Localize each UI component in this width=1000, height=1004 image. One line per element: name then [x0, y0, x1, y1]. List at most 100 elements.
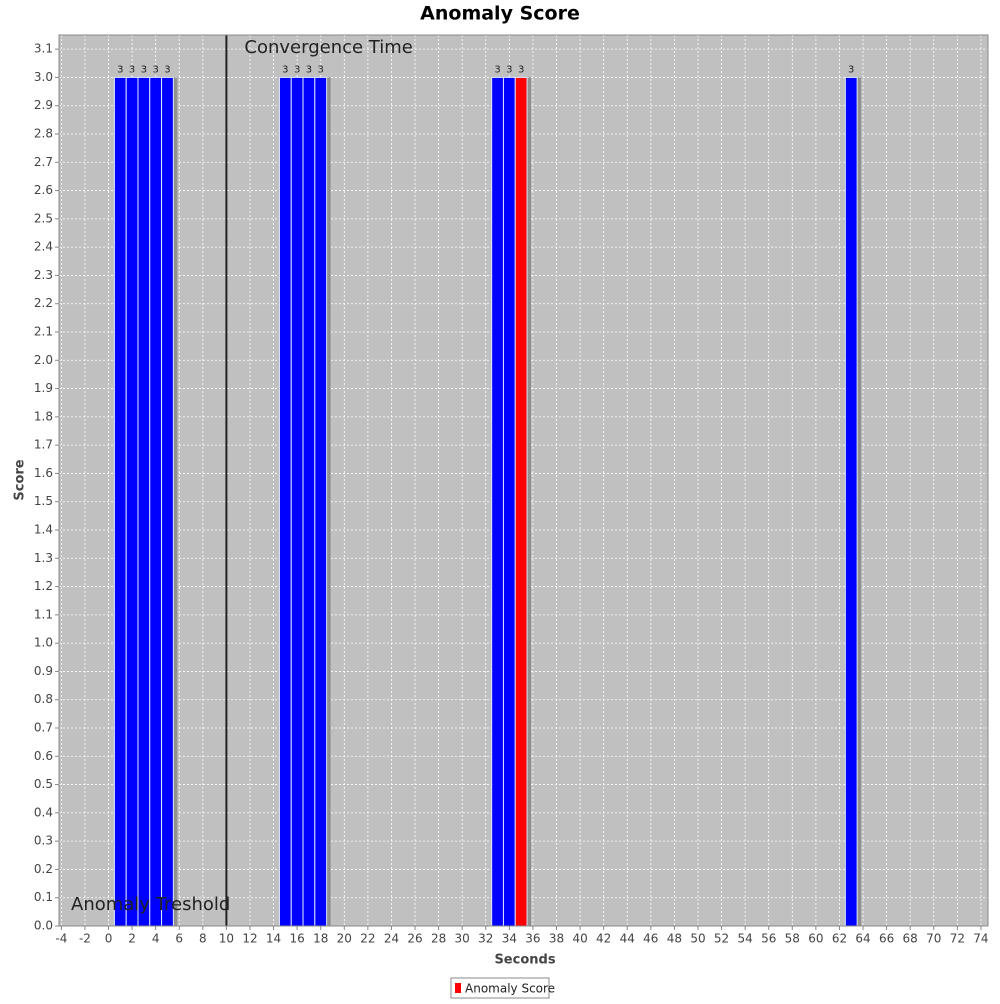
x-tick-label: 72 — [950, 932, 965, 946]
value-label: 3 — [318, 64, 324, 75]
y-tick-label: 2.5 — [34, 211, 53, 225]
y-tick-label: 2.4 — [34, 240, 53, 254]
x-tick-label: -2 — [79, 932, 91, 946]
x-tick-label: 48 — [667, 932, 682, 946]
marker-label: Convergence Time — [244, 37, 412, 58]
y-tick-label: 3.0 — [34, 70, 53, 84]
value-label: 3 — [164, 64, 170, 75]
bar — [502, 76, 516, 927]
x-tick-label: 24 — [384, 932, 399, 946]
x-axis-label: Seconds — [494, 953, 555, 968]
y-tick-label: 1.6 — [34, 466, 53, 480]
y-tick-label: 0.4 — [34, 805, 53, 819]
x-tick-label: 2 — [128, 932, 136, 946]
value-label: 3 — [306, 64, 312, 75]
bar — [278, 76, 292, 927]
y-tick-label: 0.6 — [34, 749, 53, 763]
y-tick-label: 1.4 — [34, 523, 53, 537]
value-label: 3 — [141, 64, 147, 75]
x-tick-label: 46 — [643, 932, 658, 946]
bar — [161, 76, 174, 927]
y-tick-label: 2.3 — [34, 268, 53, 282]
bar — [491, 76, 504, 927]
x-tick-label: 62 — [832, 932, 847, 946]
x-tick-label: -4 — [55, 932, 67, 946]
bar — [113, 76, 127, 927]
y-tick-label: 0.5 — [34, 777, 53, 791]
value-label: 3 — [117, 64, 123, 75]
x-tick-label: 34 — [502, 932, 517, 946]
y-tick-label: 1.8 — [34, 409, 53, 423]
value-label: 3 — [282, 64, 288, 75]
legend-swatch — [455, 983, 461, 993]
plot-border — [58, 34, 989, 927]
value-label: 3 — [294, 64, 300, 75]
x-tick-label: 12 — [242, 932, 257, 946]
value-label: 3 — [129, 64, 135, 75]
x-tick-label: 36 — [525, 932, 540, 946]
x-tick-label: 26 — [407, 932, 422, 946]
y-tick-label: 0.9 — [34, 664, 53, 678]
bar — [290, 76, 304, 927]
y-tick-label: 1.7 — [34, 438, 53, 452]
x-tick-label: 10 — [219, 932, 234, 946]
y-tick-label: 1.2 — [34, 579, 53, 593]
y-tick-label: 2.0 — [34, 353, 53, 367]
y-tick-label: 1.1 — [34, 607, 53, 621]
y-tick-label: 2.6 — [34, 183, 53, 197]
x-tick-label: 50 — [690, 932, 705, 946]
x-tick-label: 22 — [360, 932, 375, 946]
x-tick-label: 54 — [737, 932, 752, 946]
x-tick-label: 74 — [973, 932, 988, 946]
x-tick-label: 40 — [572, 932, 587, 946]
value-label: 3 — [152, 64, 158, 75]
y-tick-label: 1.5 — [34, 494, 53, 508]
x-tick-label: 58 — [785, 932, 800, 946]
x-tick-label: 70 — [926, 932, 941, 946]
x-tick-label: 6 — [175, 932, 183, 946]
marker-label: Anomaly Treshold — [71, 894, 230, 915]
y-tick-label: 0.1 — [34, 890, 53, 904]
x-tick-label: 68 — [903, 932, 918, 946]
value-label: 3 — [518, 64, 524, 75]
legend: Anomaly Score — [450, 977, 555, 999]
y-axis-label: Score — [13, 459, 28, 500]
legend-label: Anomaly Score — [465, 982, 555, 996]
y-tick-label: 0.8 — [34, 692, 53, 706]
y-tick-label: 0.0 — [34, 919, 53, 933]
value-label: 3 — [848, 64, 854, 75]
x-tick-label: 30 — [455, 932, 470, 946]
y-tick-label: 2.1 — [34, 325, 53, 339]
x-tick-label: 4 — [152, 932, 160, 946]
x-tick-label: 32 — [478, 932, 493, 946]
bar — [314, 76, 328, 927]
y-tick-label: 0.7 — [34, 721, 53, 735]
y-tick-label: 1.9 — [34, 381, 53, 395]
y-tick-label: 3.1 — [34, 42, 53, 56]
x-tick-label: 66 — [879, 932, 894, 946]
legend-box — [450, 977, 550, 999]
bar — [302, 76, 316, 927]
bar — [137, 76, 151, 927]
bar — [149, 76, 163, 927]
chart-title: Anomaly Score — [420, 3, 580, 25]
x-tick-label: 0 — [105, 932, 113, 946]
y-tick-label: 1.0 — [34, 636, 53, 650]
y-tick-label: 0.3 — [34, 834, 53, 848]
x-tick-label: 28 — [431, 932, 446, 946]
x-tick-label: 64 — [855, 932, 870, 946]
value-label: 3 — [506, 64, 512, 75]
x-tick-label: 14 — [266, 932, 281, 946]
y-tick-label: 2.8 — [34, 127, 53, 141]
value-label: 3 — [494, 64, 500, 75]
y-tick-label: 0.2 — [34, 862, 53, 876]
x-tick-label: 18 — [313, 932, 328, 946]
y-tick-label: 2.9 — [34, 98, 53, 112]
x-tick-label: 38 — [549, 932, 564, 946]
x-tick-label: 16 — [290, 932, 305, 946]
bar — [125, 76, 139, 927]
bar — [514, 76, 528, 927]
bar — [844, 76, 858, 927]
x-tick-label: 56 — [761, 932, 776, 946]
